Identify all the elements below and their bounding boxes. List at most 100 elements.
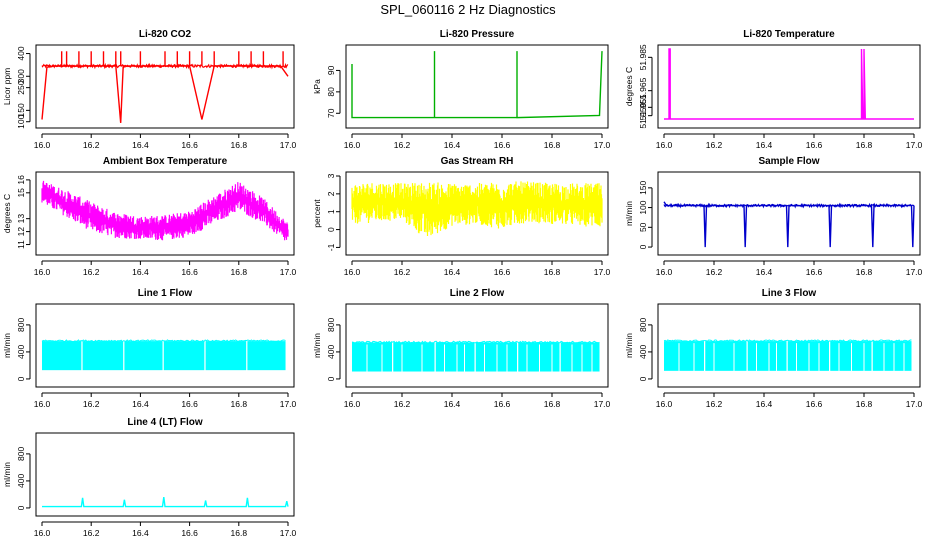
- x-tick-label: 16.4: [756, 140, 773, 150]
- y-axis-label: Licor ppm: [2, 68, 12, 105]
- y-tick-label: 3: [326, 173, 336, 178]
- x-tick-label: 16.6: [181, 140, 198, 150]
- y-tick-label: 2: [326, 191, 336, 196]
- y-axis-label: ml/min: [624, 333, 634, 358]
- x-tick-label: 16.6: [181, 528, 198, 538]
- x-tick-label: 16.8: [231, 528, 248, 538]
- flow-block: [205, 341, 247, 371]
- plot-frame: [345, 44, 609, 129]
- plot-frame: [35, 44, 295, 129]
- y-tick-label: 15: [16, 188, 26, 198]
- y-tick-label: 100: [638, 200, 648, 214]
- flow-block: [747, 341, 787, 371]
- flow-block: [352, 342, 392, 372]
- x-tick-label: 17.0: [594, 399, 611, 409]
- flow-block: [830, 341, 872, 371]
- y-axis-label: ml/min: [624, 201, 634, 226]
- series-line: [351, 51, 603, 119]
- x-tick-label: 17.0: [280, 140, 297, 150]
- flow-block: [163, 341, 205, 371]
- x-tick-label: 17.0: [280, 399, 297, 409]
- x-tick-label: 16.4: [132, 267, 149, 277]
- x-tick-label: 16.0: [34, 399, 51, 409]
- y-axis-label: ml/min: [312, 333, 322, 358]
- x-tick-label: 16.8: [544, 267, 561, 277]
- plot-frame: [345, 171, 609, 256]
- y-tick-label: 300: [16, 69, 26, 83]
- chart-title: Line 1 Flow: [138, 288, 193, 299]
- x-tick-label: 16.6: [494, 399, 511, 409]
- x-tick-label: 16.4: [132, 399, 149, 409]
- series-line: [42, 497, 289, 508]
- x-tick-label: 16.0: [344, 140, 361, 150]
- y-tick-label: 100: [16, 114, 26, 128]
- chart-title: Li-820 Pressure: [440, 29, 515, 40]
- y-tick-label: 51.950: [638, 102, 648, 128]
- y-axis-label: percent: [312, 199, 322, 228]
- y-tick-label: 90: [326, 65, 336, 75]
- chart-title: Sample Flow: [758, 156, 819, 167]
- y-tick-label: 800: [16, 318, 26, 332]
- x-tick-label: 16.2: [83, 140, 100, 150]
- x-tick-label: 16.4: [756, 399, 773, 409]
- series-line: [663, 201, 915, 248]
- y-tick-label: 0: [326, 376, 336, 381]
- y-tick-label: 13: [16, 214, 26, 224]
- flow-top: [663, 339, 912, 343]
- chart-title: Line 3 Flow: [762, 288, 817, 299]
- chart-title: Line 2 Flow: [450, 288, 505, 299]
- series-noise: [663, 202, 915, 209]
- x-tick-label: 16.6: [494, 140, 511, 150]
- x-tick-label: 16.2: [83, 528, 100, 538]
- y-tick-label: 70: [326, 108, 336, 118]
- y-tick-label: 16: [16, 175, 26, 185]
- y-tick-label: 150: [16, 103, 26, 117]
- y-axis-label: ml/min: [2, 333, 12, 358]
- y-tick-label: 50: [638, 222, 648, 232]
- y-tick-label: 0: [638, 376, 648, 381]
- y-tick-label: 0: [16, 505, 26, 510]
- x-tick-label: 16.6: [181, 399, 198, 409]
- x-tick-label: 16.2: [394, 140, 411, 150]
- chart-pressure: Li-820 Pressure kPa 16.0 16.2 16.4 16.6 16.8 17…: [312, 29, 611, 150]
- chart-temp: Li-820 Temperature degrees C 16.0 16.2 16.4 1…: [624, 29, 923, 150]
- x-tick-label: 17.0: [906, 399, 923, 409]
- chart-sample: Sample Flow ml/min 16.0 16.2 16.4 16.6 16.8 17.…: [624, 156, 923, 277]
- x-tick-label: 16.6: [806, 399, 823, 409]
- flow-block: [705, 341, 747, 371]
- x-tick-label: 16.0: [344, 399, 361, 409]
- plot-frame: [657, 303, 921, 388]
- chart-line1: Line 1 Flow ml/min 16.0 16.2 16.4 16.6 16.8 17.…: [2, 288, 297, 409]
- x-tick-label: 16.0: [34, 140, 51, 150]
- flow-block: [872, 341, 912, 371]
- plot-frame: [657, 44, 921, 129]
- x-tick-label: 16.8: [231, 267, 248, 277]
- x-tick-label: 17.0: [906, 140, 923, 150]
- x-tick-label: 17.0: [594, 140, 611, 150]
- y-tick-label: 800: [638, 318, 648, 332]
- x-tick-label: 16.2: [706, 267, 723, 277]
- y-tick-label: 150: [638, 180, 648, 194]
- y-axis-label: ml/min: [2, 462, 12, 487]
- x-tick-label: 16.2: [706, 399, 723, 409]
- y-tick-label: 1: [326, 209, 336, 214]
- series-line: [41, 65, 289, 123]
- y-tick-label: 51.985: [638, 44, 648, 70]
- y-tick-label: 250: [16, 80, 26, 94]
- flow-block: [787, 341, 829, 371]
- y-tick-label: 800: [16, 447, 26, 461]
- x-tick-label: 16.0: [656, 399, 673, 409]
- x-tick-label: 16.6: [806, 267, 823, 277]
- x-tick-label: 16.4: [756, 267, 773, 277]
- x-tick-label: 16.8: [544, 140, 561, 150]
- x-tick-label: 16.4: [444, 399, 461, 409]
- x-tick-label: 17.0: [594, 267, 611, 277]
- x-tick-label: 16.0: [34, 528, 51, 538]
- x-tick-label: 16.6: [494, 267, 511, 277]
- y-tick-label: 800: [326, 318, 336, 332]
- y-axis-label: degrees C: [624, 67, 634, 106]
- x-tick-label: 16.8: [231, 140, 248, 150]
- x-tick-label: 17.0: [906, 267, 923, 277]
- y-tick-label: 400: [16, 345, 26, 359]
